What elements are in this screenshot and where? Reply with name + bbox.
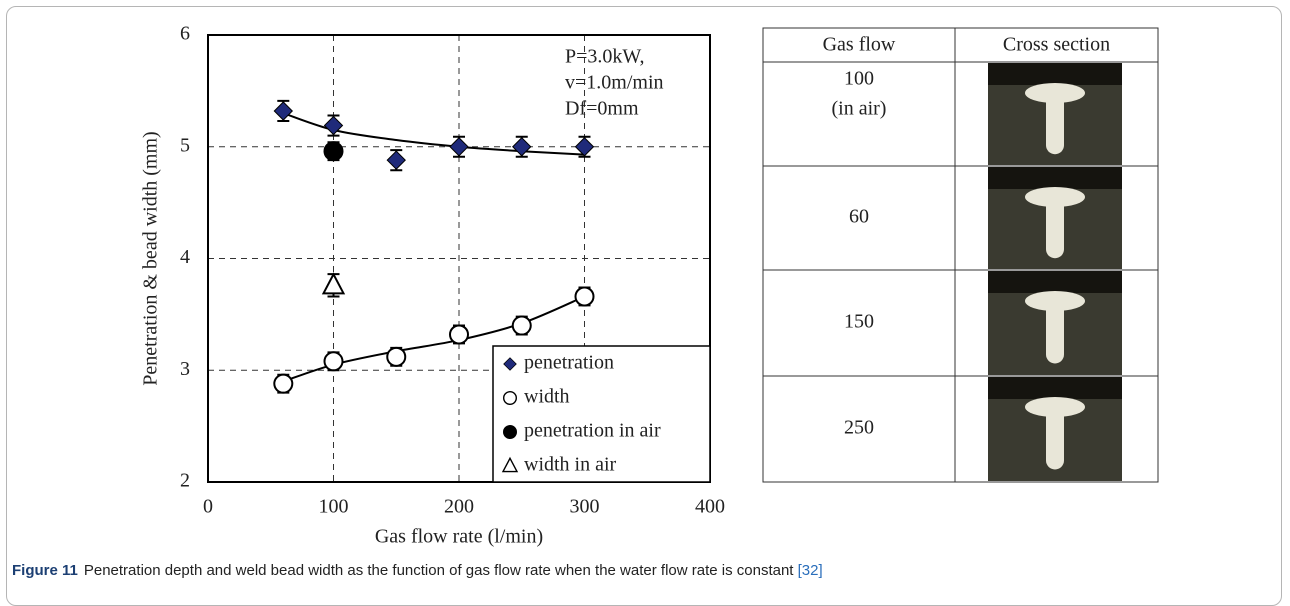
point bbox=[386, 346, 407, 367]
legend-entry: width bbox=[502, 386, 570, 408]
caption-label: Figure 11 bbox=[12, 562, 78, 579]
y-tick-label: 2 bbox=[180, 470, 190, 492]
y-tick-label: 5 bbox=[180, 134, 190, 156]
point bbox=[449, 135, 469, 158]
x-tick-label: 400 bbox=[695, 496, 725, 518]
table-header: Gas flow bbox=[823, 34, 896, 56]
annotation: v=1.0m/min bbox=[565, 72, 664, 94]
page: 0 100 200 300 400 2 3 4 5 6 Gas flow rate (l/min) P… bbox=[6, 6, 1282, 606]
legend-entry: penetration bbox=[503, 352, 614, 374]
legend-label: penetration bbox=[524, 352, 614, 374]
table-cell: 60 bbox=[849, 206, 869, 228]
x-tick-label: 0 bbox=[203, 496, 213, 518]
marker bbox=[449, 324, 469, 345]
cross-section-image bbox=[988, 63, 1122, 165]
x-tick-label: 200 bbox=[444, 496, 474, 518]
marker bbox=[323, 351, 344, 372]
caption-text: Penetration depth and weld bead width as… bbox=[83, 562, 794, 579]
point bbox=[323, 351, 344, 372]
caption-ref[interactable]: [32] bbox=[797, 562, 823, 579]
point bbox=[323, 114, 344, 137]
bead-stem bbox=[1046, 299, 1064, 364]
point bbox=[386, 149, 406, 172]
legend-marker bbox=[501, 456, 519, 473]
point bbox=[511, 315, 532, 336]
legend-marker bbox=[502, 425, 517, 440]
y-tick-label: 6 bbox=[180, 23, 190, 45]
cross-section-image bbox=[988, 377, 1122, 481]
image-top bbox=[988, 271, 1122, 293]
image-top bbox=[988, 63, 1122, 85]
table-border bbox=[762, 27, 1159, 483]
legend-entry: penetration in air bbox=[502, 420, 661, 442]
marker bbox=[574, 137, 595, 157]
bead-stem bbox=[1046, 91, 1064, 155]
legend-marker bbox=[503, 357, 517, 371]
marker bbox=[449, 137, 469, 157]
marker bbox=[321, 272, 346, 295]
cross-section-image bbox=[988, 167, 1122, 269]
point bbox=[574, 286, 595, 307]
legend-marker bbox=[502, 390, 517, 405]
marker bbox=[273, 101, 294, 121]
y-tick-label: 4 bbox=[180, 246, 190, 268]
legend-entry: width in air bbox=[501, 454, 617, 476]
marker bbox=[386, 150, 406, 170]
point bbox=[321, 272, 346, 298]
table-cell: (in air) bbox=[832, 98, 887, 120]
legend-label: width in air bbox=[524, 454, 617, 476]
point bbox=[574, 135, 595, 158]
figure: 0 100 200 300 400 2 3 4 5 6 Gas flow rate (l/min) P… bbox=[140, 23, 1159, 548]
legend-label: penetration in air bbox=[524, 420, 661, 442]
legend-box bbox=[492, 345, 711, 483]
table-cell: 150 bbox=[844, 311, 874, 333]
annotation: Df=0mm bbox=[565, 98, 639, 120]
table-header: Cross section bbox=[1003, 34, 1110, 56]
marker bbox=[323, 141, 344, 162]
bead-stem bbox=[1046, 405, 1064, 470]
point bbox=[449, 324, 469, 345]
point bbox=[273, 373, 294, 394]
x-tick-label: 100 bbox=[319, 496, 349, 518]
y-tick-label: 3 bbox=[180, 358, 190, 380]
point bbox=[273, 99, 294, 123]
bead-stem bbox=[1046, 195, 1064, 259]
point bbox=[323, 141, 344, 162]
caption: Figure 11 Penetration depth and weld bead… bbox=[12, 562, 823, 579]
table-cell: 100 bbox=[844, 68, 874, 90]
marker bbox=[323, 115, 344, 136]
annotation: P=3.0kW, bbox=[565, 46, 644, 68]
x-axis-title: Gas flow rate (l/min) bbox=[375, 526, 543, 548]
marker bbox=[574, 286, 595, 307]
marker bbox=[511, 315, 532, 336]
x-tick-label: 300 bbox=[570, 496, 600, 518]
cross-section-image bbox=[988, 271, 1122, 375]
image-top bbox=[988, 167, 1122, 189]
plot-frame bbox=[207, 34, 711, 483]
marker bbox=[512, 137, 532, 157]
point bbox=[512, 135, 532, 158]
y-axis-title: Penetration & bead width (mm) bbox=[140, 131, 162, 385]
marker bbox=[273, 373, 294, 394]
marker bbox=[386, 346, 407, 367]
legend-label: width bbox=[524, 386, 570, 408]
table-cell: 250 bbox=[844, 417, 874, 439]
image-top bbox=[988, 377, 1122, 399]
